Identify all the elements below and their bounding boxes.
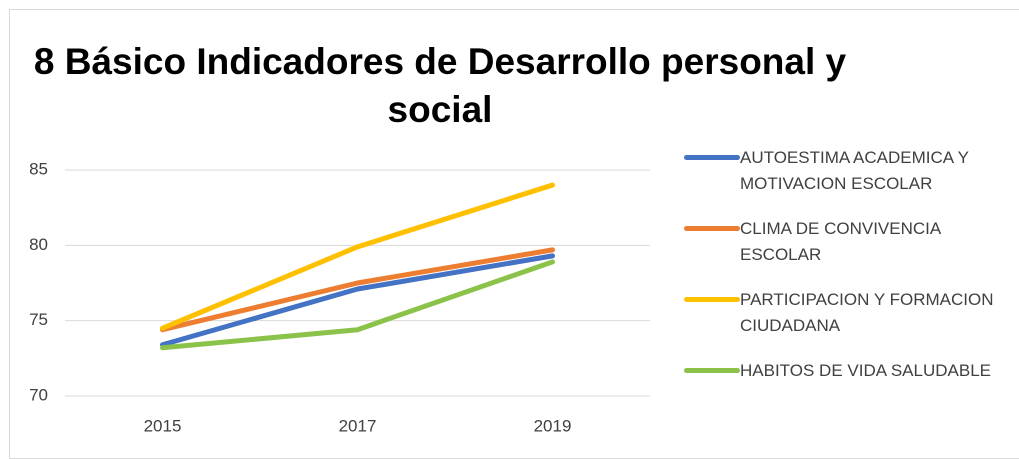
legend-label: AUTOESTIMA ACADEMICA Y MOTIVACION ESCOLA…: [740, 148, 969, 193]
legend-swatch: [684, 297, 740, 302]
series-line: [160, 247, 555, 333]
y-tick-label: 75: [29, 310, 48, 329]
series-line: [160, 259, 555, 351]
legend-swatch: [684, 368, 740, 373]
x-tick-label: 2019: [534, 416, 572, 435]
y-tick-label: 80: [29, 235, 48, 254]
legend-label: PARTICIPACION Y FORMACION CIUDADANA: [740, 290, 994, 335]
y-tick-label: 70: [29, 385, 48, 404]
legend-item: CLIMA DE CONVIVENCIA ESCOLAR: [684, 216, 1014, 268]
x-tick-label: 2015: [144, 416, 182, 435]
legend-label: HABITOS DE VIDA SALUDABLE: [740, 361, 991, 380]
x-tick-label: 2017: [339, 416, 377, 435]
legend-item: AUTOESTIMA ACADEMICA Y MOTIVACION ESCOLA…: [684, 145, 1014, 197]
series-line: [160, 182, 555, 331]
legend-item: HABITOS DE VIDA SALUDABLE: [684, 358, 1014, 384]
legend: AUTOESTIMA ACADEMICA Y MOTIVACION ESCOLA…: [684, 145, 1014, 403]
series-line: [160, 253, 555, 348]
legend-item: PARTICIPACION Y FORMACION CIUDADANA: [684, 287, 1014, 339]
chart: 70 75 80 85 2015 2017 2019: [29, 159, 650, 435]
legend-label: CLIMA DE CONVIVENCIA ESCOLAR: [740, 219, 941, 264]
legend-swatch: [684, 226, 740, 231]
legend-swatch: [684, 155, 740, 160]
y-tick-label: 85: [29, 159, 48, 178]
chart-title: 8 Básico Indicadores de Desarrollo perso…: [33, 41, 847, 130]
